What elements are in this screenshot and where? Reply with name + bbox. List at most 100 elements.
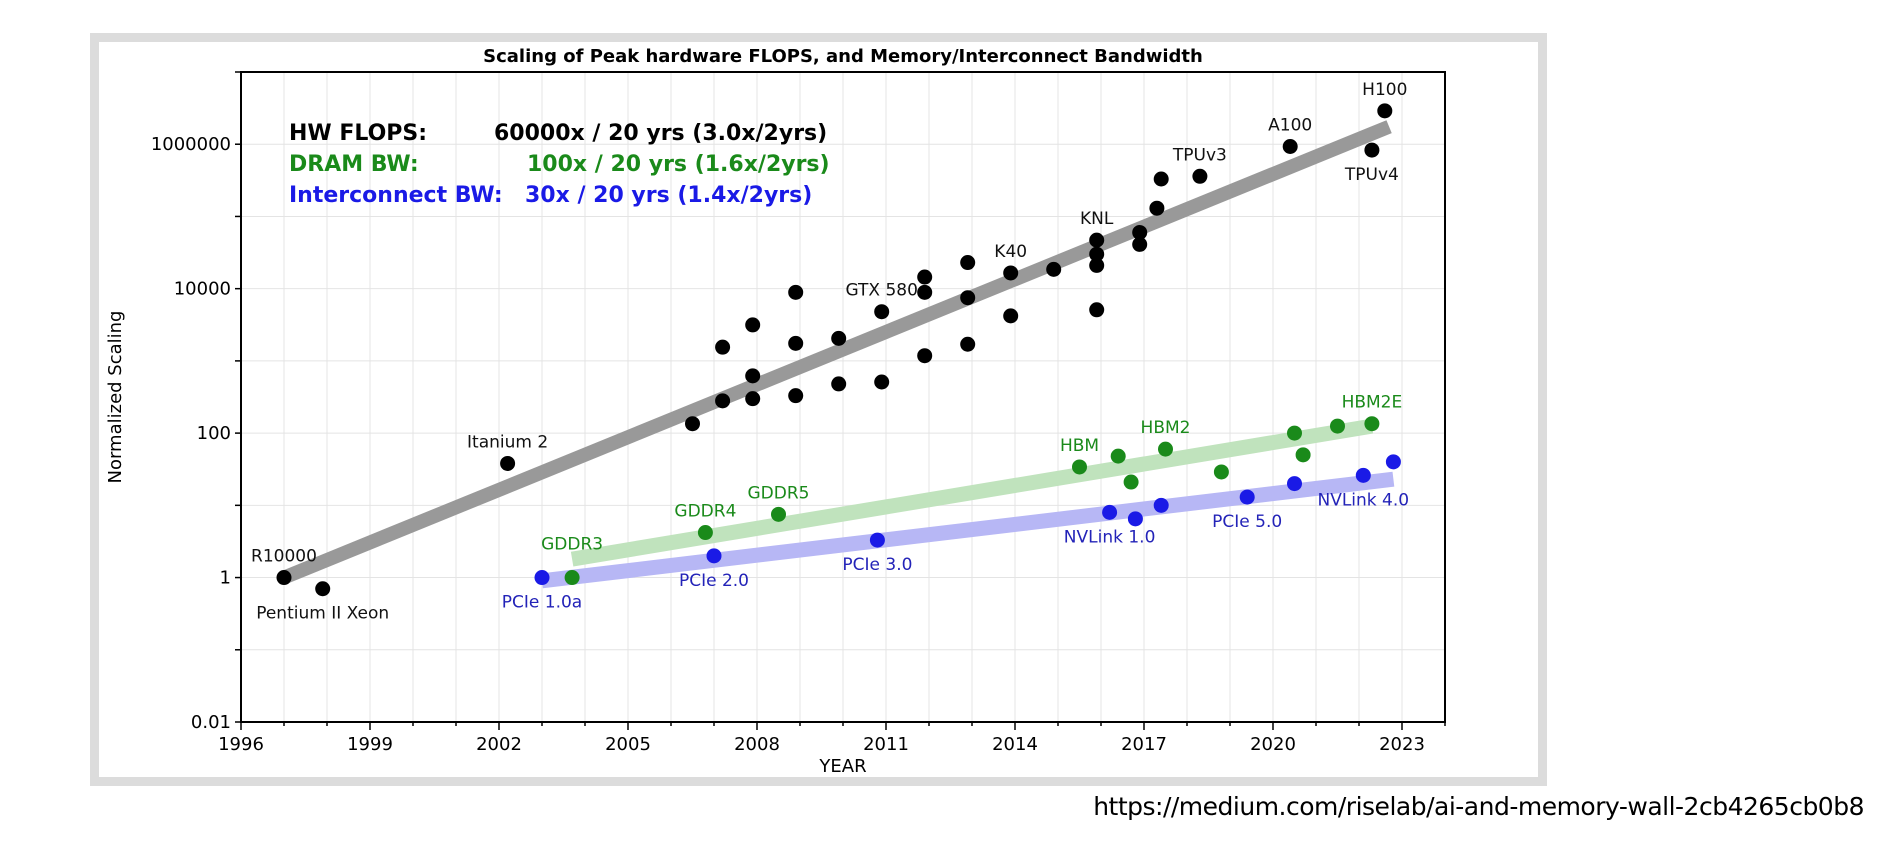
data-point (1364, 142, 1380, 158)
data-point (960, 290, 976, 306)
legend-value: 30x / 20 yrs (1.4x/2yrs) (525, 183, 812, 208)
data-point (1239, 489, 1255, 505)
point-label: Itanium 2 (467, 432, 548, 452)
data-points (276, 103, 1401, 597)
point-label: PCIe 1.0a (502, 593, 582, 613)
data-point (788, 284, 804, 300)
y-tick-label: 1000000 (151, 134, 231, 155)
data-point (1072, 459, 1087, 475)
data-point (1330, 418, 1345, 434)
data-point (1213, 464, 1229, 480)
y-axis-label: Normalized Scaling (105, 311, 126, 484)
data-point (685, 416, 700, 432)
data-point (1089, 257, 1105, 273)
y-tick-label: 0.01 (191, 712, 231, 733)
chart-canvas: R10000 Pentium II Xeon Itanium 2 GTX 580 K40… (105, 46, 1446, 777)
trend-line (281, 120, 1392, 585)
data-point (831, 330, 847, 346)
data-point (1046, 261, 1062, 277)
data-point (1385, 454, 1401, 470)
data-point (276, 570, 292, 586)
point-label: TPUv3 (1172, 145, 1227, 165)
y-tick-label: 10000 (174, 279, 231, 300)
data-point (534, 570, 550, 586)
data-point (1110, 448, 1126, 464)
point-label: PCIe 3.0 (842, 555, 912, 575)
legend: HW FLOPS: 60000x / 20 yrs (3.0x/2yrs) DRAM… (289, 121, 830, 208)
data-point (745, 317, 761, 333)
point-label: H100 (1362, 80, 1407, 100)
point-label: HBM2 (1141, 418, 1191, 438)
x-tick-label: 2011 (863, 734, 909, 755)
legend-value: 60000x / 20 yrs (3.0x/2yrs) (494, 121, 827, 146)
x-tick-label: 2017 (1121, 734, 1167, 755)
y-tick-label: 1 (220, 568, 231, 589)
point-label: GDDR5 (748, 483, 810, 503)
data-point (831, 376, 847, 392)
grid-lines (240, 71, 1446, 723)
x-axis-label: YEAR (818, 756, 866, 777)
data-point (1123, 474, 1139, 490)
data-point (1287, 476, 1302, 492)
data-point (715, 393, 731, 409)
point-label: Pentium II Xeon (256, 604, 389, 624)
data-point (1132, 236, 1148, 252)
data-point (1158, 441, 1173, 457)
point-labels: R10000 Pentium II Xeon Itanium 2 GTX 580 K40… (251, 80, 1409, 624)
point-label: PCIe 2.0 (679, 571, 749, 591)
point-label: TPUv4 (1344, 165, 1399, 185)
x-tick-label: 2023 (1379, 734, 1425, 755)
y-tick-label: 100 (197, 423, 231, 444)
x-tick-label: 2008 (734, 734, 780, 755)
data-point (771, 506, 786, 522)
data-point (917, 348, 933, 364)
data-point (1003, 308, 1019, 324)
data-point (1089, 232, 1105, 248)
x-tick-label: 2002 (476, 734, 522, 755)
data-point (1295, 447, 1311, 463)
data-point (960, 255, 976, 271)
point-label: A100 (1268, 115, 1312, 135)
data-point (745, 368, 761, 384)
point-label: KNL (1080, 209, 1114, 229)
point-label: NVLink 4.0 (1317, 490, 1409, 510)
data-point (1149, 200, 1165, 216)
data-point (917, 269, 933, 285)
point-label: GDDR3 (541, 535, 603, 555)
source-url: https://medium.com/riselab/ai-and-memory… (1093, 792, 1864, 821)
data-point (1127, 511, 1143, 527)
point-label: K40 (994, 242, 1027, 262)
data-point (706, 548, 722, 564)
data-point (1355, 467, 1371, 483)
data-point (315, 581, 331, 597)
point-label: GDDR4 (674, 502, 736, 522)
legend-label: DRAM BW: (289, 152, 419, 177)
point-label: GTX 580 (845, 281, 917, 301)
data-point (1364, 416, 1380, 432)
legend-label: HW FLOPS: (289, 121, 427, 146)
point-label: HBM (1060, 436, 1099, 456)
data-point (869, 532, 885, 548)
x-tick-label: 1999 (347, 734, 393, 755)
point-label: R10000 (251, 547, 317, 567)
data-point (1003, 265, 1019, 281)
data-point (960, 336, 976, 352)
x-tick-label: 1996 (218, 734, 264, 755)
data-point (500, 455, 516, 471)
data-point (697, 525, 713, 541)
axes: 1996 1999 2002 2005 2008 2011 2014 2017 2020 2023… (151, 71, 1446, 755)
data-point (745, 391, 761, 407)
data-point (715, 339, 731, 355)
chart-frame: R10000 Pentium II Xeon Itanium 2 GTX 580 K40… (90, 33, 1547, 786)
data-point (1132, 224, 1148, 240)
data-point (1102, 504, 1118, 520)
x-tick-label: 2005 (605, 734, 651, 755)
legend-value: 100x / 20 yrs (1.6x/2yrs) (527, 152, 830, 177)
point-label: PCIe 5.0 (1212, 512, 1282, 532)
data-point (1377, 103, 1393, 119)
data-point (874, 304, 890, 320)
x-tick-label: 2020 (1250, 734, 1296, 755)
data-point (1153, 171, 1169, 187)
point-label: HBM2E (1342, 393, 1403, 413)
legend-label: Interconnect BW: (289, 183, 503, 208)
